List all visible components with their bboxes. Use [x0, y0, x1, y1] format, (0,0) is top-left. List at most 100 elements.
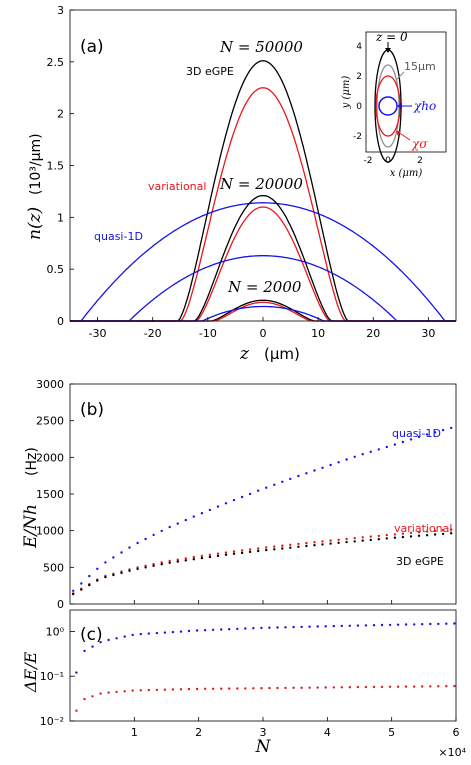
- energy-point-quasi-1d: [417, 435, 421, 439]
- panel-b-ytick-label: 1500: [36, 488, 64, 501]
- rel-error-point-variational: [340, 686, 343, 689]
- label-3d-egpe-b: 3D eGPE: [396, 555, 444, 568]
- rel-error-point-quasi-1d: [131, 633, 134, 637]
- inset-xlabel: x (μm): [390, 168, 423, 179]
- energy-point-variational: [385, 533, 388, 537]
- panel-c-multiplier: ×10⁴: [438, 746, 466, 759]
- rel-error-point-quasi-1d: [83, 649, 86, 653]
- rel-error-point-variational: [171, 688, 175, 691]
- rel-error-point-quasi-1d: [123, 635, 126, 638]
- rel-error-point-quasi-1d: [220, 628, 223, 631]
- energy-point-quasi-1d: [337, 461, 340, 464]
- rel-error-point-variational: [123, 690, 126, 693]
- rel-error-point-quasi-1d: [380, 623, 384, 627]
- panel-a-xtick-label: -10: [199, 327, 217, 340]
- rel-error-point-quasi-1d: [139, 632, 142, 636]
- panel-b-ytick-label: 2500: [36, 415, 64, 428]
- energy-point-variational: [361, 536, 364, 539]
- energy-point-3d-egpe: [112, 573, 115, 577]
- rel-error-point-variational: [131, 689, 134, 692]
- rel-error-point-variational: [107, 691, 110, 694]
- panel-c-ytick-label: 10⁻²: [40, 715, 64, 728]
- rel-error-point-quasi-1d: [388, 623, 392, 627]
- energy-point-quasi-1d: [321, 466, 324, 469]
- energy-point-3d-egpe: [345, 540, 348, 544]
- rel-error-point-variational: [83, 697, 86, 701]
- panel-a: -30 -20 -10 0 10 20 3000.511.522.53 (a) N = 50…: [25, 4, 457, 364]
- rel-error-point-quasi-1d: [211, 628, 215, 631]
- energy-point-3d-egpe: [305, 544, 308, 548]
- panel-c: 10⁰ 10⁻¹ 10⁻² 1 2 3 4 5 6 (c) ΔE/E N ×10⁴: [21, 609, 467, 759]
- rel-error-point-variational: [220, 687, 223, 690]
- rel-error-point-quasi-1d: [300, 625, 303, 629]
- panel-a-ticks: -30 -20 -10 0 10 20 3000.511.522.53: [47, 4, 436, 340]
- energy-point-variational: [433, 529, 437, 533]
- rel-error-point-quasi-1d: [348, 624, 351, 627]
- rel-error-point-variational: [203, 687, 207, 690]
- rel-error-point-quasi-1d: [155, 631, 159, 635]
- energy-point-quasi-1d: [313, 469, 316, 472]
- rel-error-point-quasi-1d: [244, 627, 247, 630]
- energy-point-3d-egpe: [240, 551, 244, 555]
- rel-error-point-variational: [364, 685, 368, 689]
- panel-b-frame: [69, 383, 457, 605]
- energy-point-variational: [232, 550, 236, 553]
- energy-point-3d-egpe: [192, 558, 195, 561]
- energy-point-3d-egpe: [377, 538, 380, 541]
- energy-point-3d-egpe: [160, 563, 163, 566]
- panel-b-ytick-label: 1000: [36, 525, 64, 538]
- energy-point-quasi-1d: [369, 450, 372, 453]
- panel-c-ytick-label: 10⁰: [46, 625, 65, 638]
- rel-error-point-quasi-1d: [429, 622, 432, 626]
- energy-point-quasi-1d: [96, 567, 99, 570]
- inset-xtick-2: 2: [417, 156, 423, 166]
- energy-point-quasi-1d: [329, 463, 332, 467]
- energy-point-quasi-1d: [281, 480, 284, 483]
- inset-xtick-neg2: -2: [364, 156, 373, 166]
- rel-error-point-variational: [445, 685, 448, 688]
- panel-b-ytick-label: 500: [43, 561, 64, 574]
- rel-error-point-variational: [292, 686, 295, 689]
- rel-error-point-quasi-1d: [364, 624, 368, 627]
- label-3d-egpe-a: 3D eGPE: [186, 65, 234, 78]
- label-quasi1d-a: quasi-1D: [94, 230, 143, 243]
- inset-ytick-2: 2: [356, 72, 362, 82]
- panel-c-xtick-label: 1: [131, 726, 138, 739]
- panel-b-ytick-label: 2000: [36, 451, 64, 464]
- inset-label-chi-ho: χho: [413, 99, 436, 113]
- rel-error-point-quasi-1d: [236, 627, 239, 631]
- panel-c-xtick-label: 4: [324, 726, 331, 739]
- energy-point-3d-egpe: [313, 544, 316, 547]
- rel-error-point-quasi-1d: [228, 628, 231, 631]
- rel-error-point-variational: [372, 685, 376, 689]
- panel-c-points: [75, 622, 456, 712]
- rel-error-point-quasi-1d: [75, 671, 78, 674]
- energy-point-variational: [377, 534, 380, 538]
- inset-ytick-0: 0: [356, 102, 362, 112]
- energy-point-variational: [281, 544, 284, 547]
- energy-point-variational: [345, 537, 348, 541]
- rel-error-point-quasi-1d: [445, 622, 448, 625]
- rel-error-point-quasi-1d: [292, 625, 295, 629]
- rel-error-point-variational: [413, 685, 416, 688]
- energy-point-quasi-1d: [176, 522, 179, 525]
- energy-point-3d-egpe: [329, 542, 332, 545]
- label-n-20000: N = 20000: [219, 175, 303, 193]
- rel-error-point-variational: [195, 687, 199, 691]
- rel-error-point-variational: [300, 686, 303, 689]
- energy-point-3d-egpe: [144, 566, 147, 569]
- energy-point-variational: [273, 545, 276, 548]
- energy-point-variational: [313, 541, 316, 544]
- energy-point-variational: [450, 528, 453, 531]
- rel-error-point-variational: [187, 687, 191, 691]
- energy-point-quasi-1d: [240, 495, 244, 499]
- energy-point-variational: [184, 557, 187, 560]
- rel-error-point-quasi-1d: [421, 623, 424, 626]
- panel-a-xtick-label: 10: [311, 327, 325, 340]
- energy-point-quasi-1d: [192, 515, 195, 518]
- label-variational-a: variational: [148, 180, 206, 193]
- rel-error-point-quasi-1d: [107, 638, 110, 642]
- energy-point-variational: [353, 536, 356, 540]
- rel-error-point-variational: [147, 688, 150, 692]
